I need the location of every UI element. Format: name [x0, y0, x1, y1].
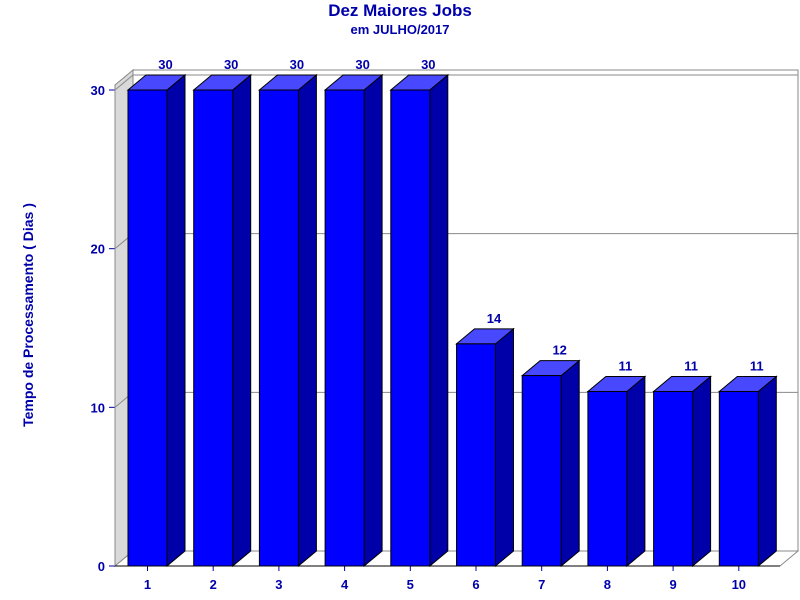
x-tick-label: 9: [669, 577, 676, 592]
bar: [455, 327, 515, 568]
gridline: [114, 74, 798, 91]
bar-front: [718, 390, 759, 567]
bar-value-label: 14: [487, 311, 502, 326]
bar-side: [692, 375, 712, 568]
x-tick-label: 10: [732, 577, 746, 592]
y-tick-label: 20: [91, 242, 105, 257]
bar-value-label: 11: [684, 358, 698, 373]
x-tick-label: 8: [604, 577, 611, 592]
x-tick-label: 2: [210, 577, 217, 592]
bar-value-label: 30: [224, 57, 238, 72]
bar-front: [324, 89, 365, 567]
bar-front: [258, 89, 299, 567]
bar: [192, 73, 253, 568]
bar: [717, 375, 778, 568]
bar-side: [429, 73, 449, 568]
bar-value-label: 30: [158, 57, 172, 72]
y-tick-label: 30: [91, 83, 105, 98]
bar: [389, 73, 450, 568]
bar-value-label: 30: [355, 57, 369, 72]
chart-subtitle: em JULHO/2017: [350, 22, 450, 37]
bar-side: [363, 73, 383, 568]
bar: [126, 73, 187, 568]
y-tick-label: 10: [91, 400, 105, 415]
bar-side: [560, 359, 580, 568]
bar-front: [653, 390, 694, 567]
bar-front: [587, 390, 628, 567]
bar-value-label: 30: [290, 57, 304, 72]
y-tick-label: 0: [98, 559, 105, 574]
bar: [652, 375, 712, 568]
bar-value-label: 11: [619, 358, 633, 373]
bar-side: [297, 73, 317, 568]
bar-front: [193, 89, 234, 567]
bar-front: [521, 375, 562, 567]
bar-side: [166, 73, 186, 568]
bar-value-label: 12: [552, 343, 566, 358]
bar: [258, 73, 318, 568]
x-tick-label: 5: [407, 577, 414, 592]
bar-side: [232, 73, 252, 568]
bar-side: [495, 327, 514, 568]
bar-value-label: 11: [750, 358, 764, 373]
x-tick-label: 6: [472, 577, 479, 592]
bar: [586, 375, 647, 568]
x-tick-label: 3: [275, 577, 282, 592]
bar-value-label: 30: [421, 57, 435, 72]
x-tick-label: 4: [341, 577, 349, 592]
bar-front: [390, 89, 431, 567]
y-axis-label: Tempo de Processamento ( Dias ): [20, 203, 36, 427]
bar-front: [127, 89, 168, 567]
bar-side: [626, 375, 646, 568]
bar: [323, 73, 384, 568]
bar-front: [456, 343, 496, 567]
x-tick-label: 1: [144, 577, 151, 592]
bar-side: [757, 375, 777, 568]
bar: [520, 359, 581, 568]
chart-title: Dez Maiores Jobs: [328, 1, 472, 20]
bars: 30 1 30 2 30 3 30 4 30 5 14 6 12 7 11 8 11 9 11 10: [126, 57, 778, 592]
x-tick-label: 7: [538, 577, 545, 592]
